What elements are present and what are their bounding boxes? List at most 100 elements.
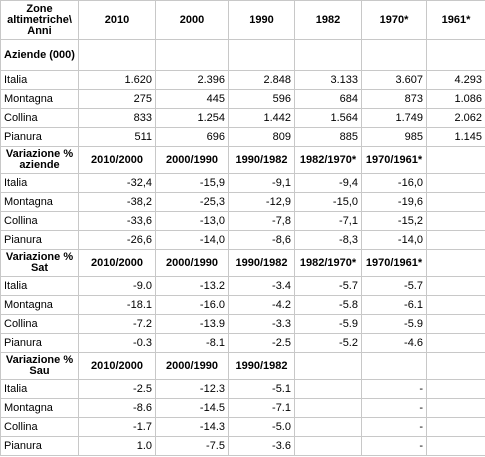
value-cell: -9,1: [228, 173, 295, 193]
value-cell: -13,0: [155, 211, 229, 231]
value-cell: 1.442: [228, 108, 295, 128]
section-column-header: 2010/2000: [78, 146, 156, 174]
value-cell: -2.5: [228, 333, 295, 353]
value-cell: [426, 398, 485, 418]
value-cell: -7.2: [78, 314, 156, 334]
header-cell: 1961*: [426, 0, 485, 40]
value-cell: -8,3: [294, 230, 362, 250]
value-cell: -3.6: [228, 436, 295, 456]
value-cell: 1.564: [294, 108, 362, 128]
section-column-header: [78, 39, 156, 71]
value-cell: [294, 398, 362, 418]
value-cell: -6.1: [361, 295, 427, 315]
row-label: Italia: [0, 276, 79, 296]
value-cell: 1.620: [78, 70, 156, 90]
section-column-header: [294, 352, 362, 380]
section-column-header: [426, 39, 485, 71]
header-row: Zone altimetriche\ Anni 2010 2000 1990 1982 1…: [0, 0, 485, 40]
value-cell: 833: [78, 108, 156, 128]
row-label: Collina: [0, 314, 79, 334]
value-cell: [426, 276, 485, 296]
section-title: Variazione % Sat: [0, 249, 79, 277]
value-cell: [294, 417, 362, 437]
row-label: Pianura: [0, 436, 79, 456]
value-cell: [294, 436, 362, 456]
value-cell: 985: [361, 127, 427, 147]
section-column-header: 1990/1982: [228, 352, 295, 380]
section-column-header: 1990/1982: [228, 249, 295, 277]
section-column-header: 2010/2000: [78, 352, 156, 380]
section-header-row: Aziende (000): [0, 39, 485, 71]
value-cell: [426, 173, 485, 193]
section-column-header: 2000/1990: [155, 249, 229, 277]
section-column-header: 2000/1990: [155, 352, 229, 380]
row-label: Montagna: [0, 398, 79, 418]
data-row: Montagna -38,2 -25,3 -12,9 -15,0 -19,6: [0, 192, 485, 212]
value-cell: -8.1: [155, 333, 229, 353]
value-cell: -14.5: [155, 398, 229, 418]
value-cell: 596: [228, 89, 295, 109]
data-row: Montagna -18.1 -16.0 -4.2 -5.8 -6.1: [0, 295, 485, 315]
data-row: Italia 1.620 2.396 2.848 3.133 3.607 4.293: [0, 70, 485, 90]
value-cell: -7.1: [228, 398, 295, 418]
value-cell: -: [361, 417, 427, 437]
data-row: Collina -33,6 -13,0 -7,8 -7,1 -15,2: [0, 211, 485, 231]
value-cell: 2.848: [228, 70, 295, 90]
value-cell: -5.7: [361, 276, 427, 296]
value-cell: -5.7: [294, 276, 362, 296]
value-cell: -18.1: [78, 295, 156, 315]
row-label: Collina: [0, 108, 79, 128]
row-label: Pianura: [0, 127, 79, 147]
value-cell: 3.133: [294, 70, 362, 90]
value-cell: -7,1: [294, 211, 362, 231]
value-cell: [426, 314, 485, 334]
value-cell: -7,8: [228, 211, 295, 231]
value-cell: 3.607: [361, 70, 427, 90]
section-title: Variazione % aziende: [0, 146, 79, 174]
value-cell: [426, 230, 485, 250]
value-cell: 1.145: [426, 127, 485, 147]
value-cell: -12.3: [155, 379, 229, 399]
value-cell: 1.0: [78, 436, 156, 456]
section-column-header: 1970/1961*: [361, 249, 427, 277]
value-cell: 696: [155, 127, 229, 147]
value-cell: -4.2: [228, 295, 295, 315]
section-title: Aziende (000): [0, 39, 79, 71]
value-cell: [426, 379, 485, 399]
section-column-header: [426, 249, 485, 277]
value-cell: -15,2: [361, 211, 427, 231]
value-cell: 275: [78, 89, 156, 109]
value-cell: -3.3: [228, 314, 295, 334]
row-label: Montagna: [0, 295, 79, 315]
value-cell: -5.9: [361, 314, 427, 334]
value-cell: 1.749: [361, 108, 427, 128]
data-row: Montagna -8.6 -14.5 -7.1 -: [0, 398, 485, 418]
data-row: Pianura -26,6 -14,0 -8,6 -8,3 -14,0: [0, 230, 485, 250]
row-label: Italia: [0, 379, 79, 399]
data-row: Collina 833 1.254 1.442 1.564 1.749 2.062: [0, 108, 485, 128]
section-column-header: 2010/2000: [78, 249, 156, 277]
row-label: Pianura: [0, 333, 79, 353]
value-cell: -5.0: [228, 417, 295, 437]
data-row: Italia -2.5 -12.3 -5.1 -: [0, 379, 485, 399]
data-row: Italia -9.0 -13.2 -3.4 -5.7 -5.7: [0, 276, 485, 296]
value-cell: [426, 211, 485, 231]
value-cell: -15,0: [294, 192, 362, 212]
value-cell: 511: [78, 127, 156, 147]
value-cell: -14,0: [155, 230, 229, 250]
value-cell: -13.2: [155, 276, 229, 296]
row-label: Montagna: [0, 192, 79, 212]
value-cell: -16.0: [155, 295, 229, 315]
value-cell: [426, 417, 485, 437]
value-cell: -19,6: [361, 192, 427, 212]
section-column-header: [426, 146, 485, 174]
value-cell: -26,6: [78, 230, 156, 250]
value-cell: -8,6: [228, 230, 295, 250]
value-cell: [426, 192, 485, 212]
section-column-header: [228, 39, 295, 71]
header-cell: Zone altimetriche\ Anni: [0, 0, 79, 40]
row-label: Italia: [0, 173, 79, 193]
header-cell: 1982: [294, 0, 362, 40]
value-cell: -9.0: [78, 276, 156, 296]
